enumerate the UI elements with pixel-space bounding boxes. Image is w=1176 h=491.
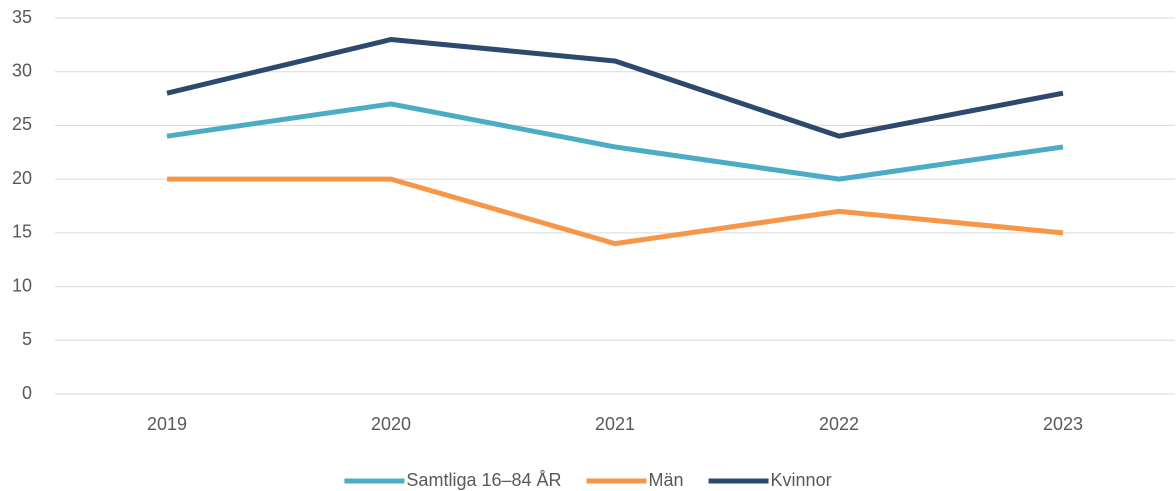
legend-label: Samtliga 16–84 ÅR	[406, 470, 561, 490]
y-tick-label: 15	[12, 222, 32, 242]
y-tick-label: 25	[12, 114, 32, 134]
x-tick-label: 2020	[371, 414, 411, 434]
legend-label: Män	[649, 470, 684, 490]
y-tick-label: 10	[12, 275, 32, 295]
x-tick-label: 2021	[595, 414, 635, 434]
legend: Samtliga 16–84 ÅR Män Kvinnor	[344, 470, 832, 490]
y-tick-label: 20	[12, 168, 32, 188]
series-line	[166, 101, 1064, 182]
y-tick-label: 0	[22, 383, 32, 403]
series-line	[166, 36, 1064, 139]
y-tick-label: 5	[22, 329, 32, 349]
series-line	[167, 176, 1064, 247]
y-tick-label: 35	[12, 7, 32, 27]
x-tick-label: 2022	[819, 414, 859, 434]
legend-label: Kvinnor	[771, 470, 832, 490]
y-tick-label: 30	[12, 60, 32, 80]
x-tick-label: 2019	[147, 414, 187, 434]
x-tick-label: 2023	[1043, 414, 1083, 434]
